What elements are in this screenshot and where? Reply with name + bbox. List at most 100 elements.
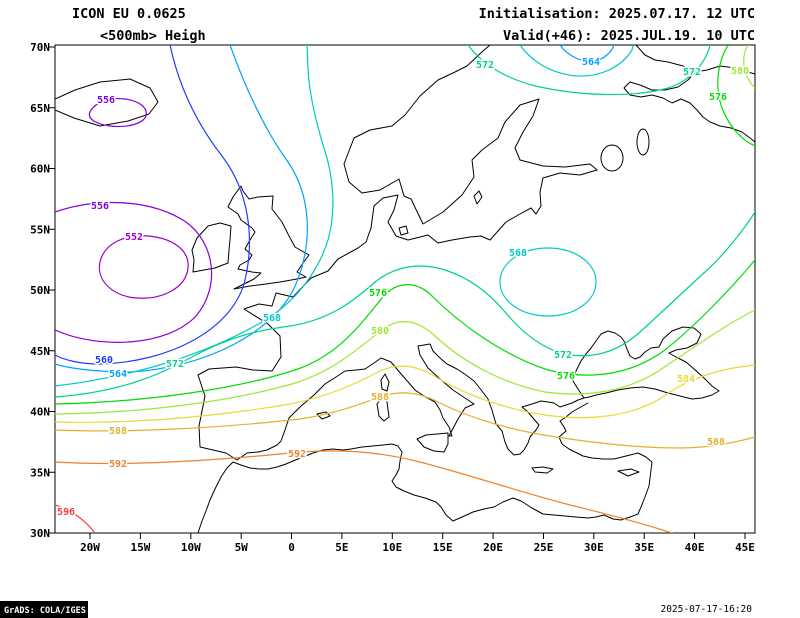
- x-axis-ticks: [89, 533, 746, 539]
- x-axis-label: 15W: [130, 541, 150, 554]
- island-crete: [531, 466, 554, 474]
- lake-ladoga: [600, 144, 624, 172]
- x-axis-label: 0: [288, 541, 295, 554]
- grads-stamp-text: GrADS: COLA/IGES: [4, 606, 86, 616]
- contour-560: [55, 45, 251, 365]
- contour-label: 572: [166, 359, 184, 370]
- x-axis-label: 10E: [382, 541, 402, 554]
- x-axis-label: 15E: [433, 541, 453, 554]
- x-axis-label: 45E: [735, 541, 755, 554]
- contour-576-main: [55, 259, 755, 405]
- contour-label: 572: [683, 67, 701, 78]
- y-axis-label: 65N: [30, 102, 50, 115]
- contour-label: 576: [369, 288, 387, 299]
- contour-572-trough: [467, 45, 711, 96]
- init-time-label: Initialisation: 2025.07.17. 12 UTC: [479, 6, 755, 22]
- model-title: ICON EU 0.0625: [72, 6, 186, 22]
- x-axis-label: 10W: [181, 541, 201, 554]
- island-sicily: [416, 432, 449, 453]
- contour-label: 580: [371, 326, 389, 337]
- coastline-mediterranean-blacksea: [236, 326, 720, 461]
- contour-576-northeast: [717, 45, 755, 147]
- contour-label: 560: [95, 355, 113, 366]
- island-mallorca: [316, 411, 331, 420]
- x-axis: 20W 15W 10W 5W 0 5E 10E 15E 20E 25E 30E …: [80, 541, 755, 554]
- contour-label: 580: [731, 66, 749, 77]
- contour-label: 588: [109, 426, 127, 437]
- y-axis-label: 35N: [30, 466, 50, 479]
- contour-556-iceland: [88, 97, 147, 128]
- island-sardinia: [376, 395, 390, 422]
- y-axis-label: 40N: [30, 406, 50, 419]
- island-cyprus: [617, 468, 640, 477]
- contour-596: [55, 504, 96, 533]
- contour-label: 568: [263, 313, 281, 324]
- y-axis-label: 30N: [30, 527, 50, 540]
- contour-label: 564: [582, 57, 600, 68]
- contour-label: 588: [707, 437, 725, 448]
- contour-label: 552: [125, 232, 143, 243]
- contour-label: 592: [288, 449, 306, 460]
- x-axis-label: 20W: [80, 541, 100, 554]
- contour-label: 568: [509, 248, 527, 259]
- contour-label: 596: [57, 507, 75, 518]
- x-axis-label: 40E: [685, 541, 705, 554]
- contour-label: 556: [91, 201, 109, 212]
- x-axis-label: 5W: [235, 541, 249, 554]
- y-axis-label: 70N: [30, 41, 50, 54]
- contour-584-main: [55, 364, 755, 423]
- x-axis-label: 20E: [483, 541, 503, 554]
- y-axis-label: 45N: [30, 345, 50, 358]
- x-axis-label: 25E: [534, 541, 554, 554]
- contour-556-main: [55, 201, 213, 343]
- contour-label: 556: [97, 95, 115, 106]
- map-frame: [54, 44, 756, 534]
- contour-label: 588: [371, 392, 389, 403]
- contour-label: 592: [109, 459, 127, 470]
- contour-label: 572: [476, 60, 494, 71]
- contour-588-main: [55, 392, 755, 449]
- contour-568-main: [55, 45, 334, 387]
- contour-552: [98, 235, 189, 299]
- coastline-anatolia-levant-africa: [197, 402, 653, 533]
- contour-label: 564: [109, 369, 127, 380]
- contour-labels: 552 556 556 560 564 568 572 576 580 588 …: [55, 56, 750, 520]
- contour-564-trough: [559, 45, 615, 62]
- coastline-ireland: [191, 222, 232, 273]
- x-axis-label: 30E: [584, 541, 604, 554]
- coastline-iceland: [55, 78, 159, 127]
- island-corsica: [380, 373, 390, 392]
- island-zealand: [398, 225, 409, 236]
- contour-label: 576: [709, 92, 727, 103]
- contour-564-main: [55, 45, 308, 373]
- level-title: <500mb> Heigh: [100, 28, 206, 44]
- contour-572-main: [55, 211, 755, 398]
- x-axis-label: 35E: [634, 541, 654, 554]
- contour-592: [55, 450, 673, 533]
- coastline-scandinavia: [343, 45, 598, 225]
- island-gotland: [473, 190, 483, 205]
- contour-568-trough: [519, 45, 634, 77]
- contour-568-east-low: [499, 247, 597, 317]
- grads-stamp-bar: [0, 601, 88, 618]
- y-axis-ticks: [49, 46, 55, 534]
- y-axis-label: 60N: [30, 163, 50, 176]
- height-contours: [55, 45, 755, 533]
- x-axis-label: 5E: [335, 541, 348, 554]
- coastline-white-sea: [623, 71, 755, 143]
- lake-onega: [636, 128, 650, 156]
- contour-label: 576: [557, 371, 575, 382]
- coastline-iberia-france-lowcountries: [197, 169, 598, 461]
- y-axis: 70N 65N 60N 55N 50N 45N 40N 35N 30N: [30, 41, 50, 540]
- creation-timest: 2025-07-17-16:20: [660, 604, 752, 615]
- valid-time-label: Valid(+46): 2025.JUL.19. 10 UTC: [503, 28, 755, 44]
- contour-label: 572: [554, 350, 572, 361]
- contour-580-northeast: [743, 45, 755, 89]
- contour-label: 584: [677, 374, 695, 385]
- contour-580-main: [55, 309, 755, 415]
- y-axis-label: 55N: [30, 223, 50, 236]
- y-axis-label: 50N: [30, 284, 50, 297]
